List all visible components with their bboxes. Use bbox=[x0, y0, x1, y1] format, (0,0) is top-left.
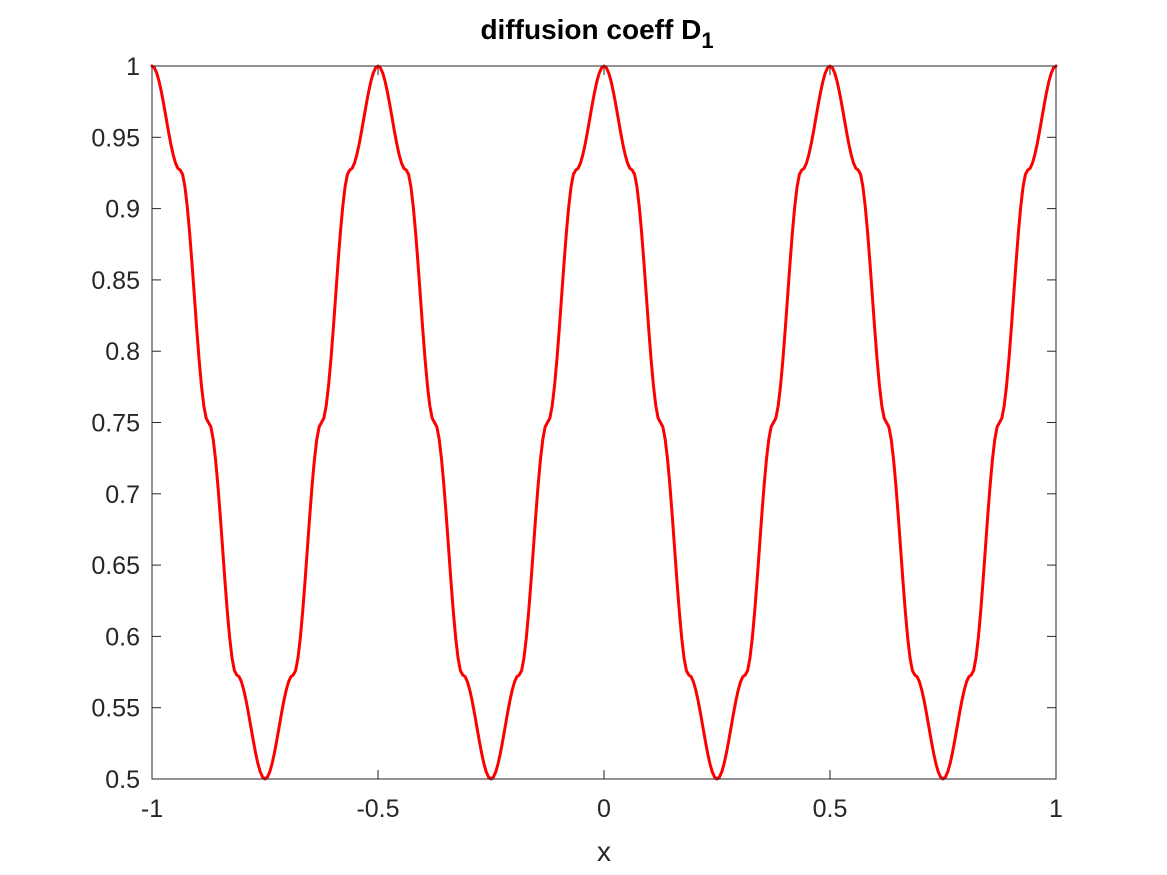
x-tick-label: 1 bbox=[1049, 795, 1063, 823]
y-tick-label: 0.8 bbox=[105, 338, 140, 366]
y-tick-label: 0.9 bbox=[105, 196, 140, 224]
y-tick-label: 1 bbox=[126, 53, 140, 81]
chart-title-subscript: 1 bbox=[701, 28, 713, 53]
y-tick-label: 0.95 bbox=[91, 124, 140, 152]
y-tick-label: 0.7 bbox=[105, 481, 140, 509]
y-tick-label: 0.75 bbox=[91, 410, 140, 438]
y-tick-label: 0.55 bbox=[91, 695, 140, 723]
chart-title: diffusion coeff D1 bbox=[480, 14, 713, 53]
labels-layer: -1 -0.5 0 0.5 1 0.5 0.55 0.6 0.65 0.7 0.75 0.8 0.85 0… bbox=[91, 53, 1063, 823]
x-tick-label: 0 bbox=[597, 795, 611, 823]
x-tick-label: -0.5 bbox=[356, 795, 399, 823]
y-tick-label: 0.6 bbox=[105, 623, 140, 651]
plot-background bbox=[152, 66, 1056, 779]
x-tick-label: 0.5 bbox=[813, 795, 848, 823]
y-tick-label: 0.65 bbox=[91, 552, 140, 580]
chart-title-text: diffusion coeff D bbox=[480, 14, 701, 45]
y-tick-label: 0.85 bbox=[91, 267, 140, 295]
y-tick-label: 0.5 bbox=[105, 766, 140, 794]
plot-frame bbox=[151, 65, 1057, 780]
x-axis-label: x bbox=[597, 836, 611, 867]
x-tick-label: -1 bbox=[141, 795, 163, 823]
